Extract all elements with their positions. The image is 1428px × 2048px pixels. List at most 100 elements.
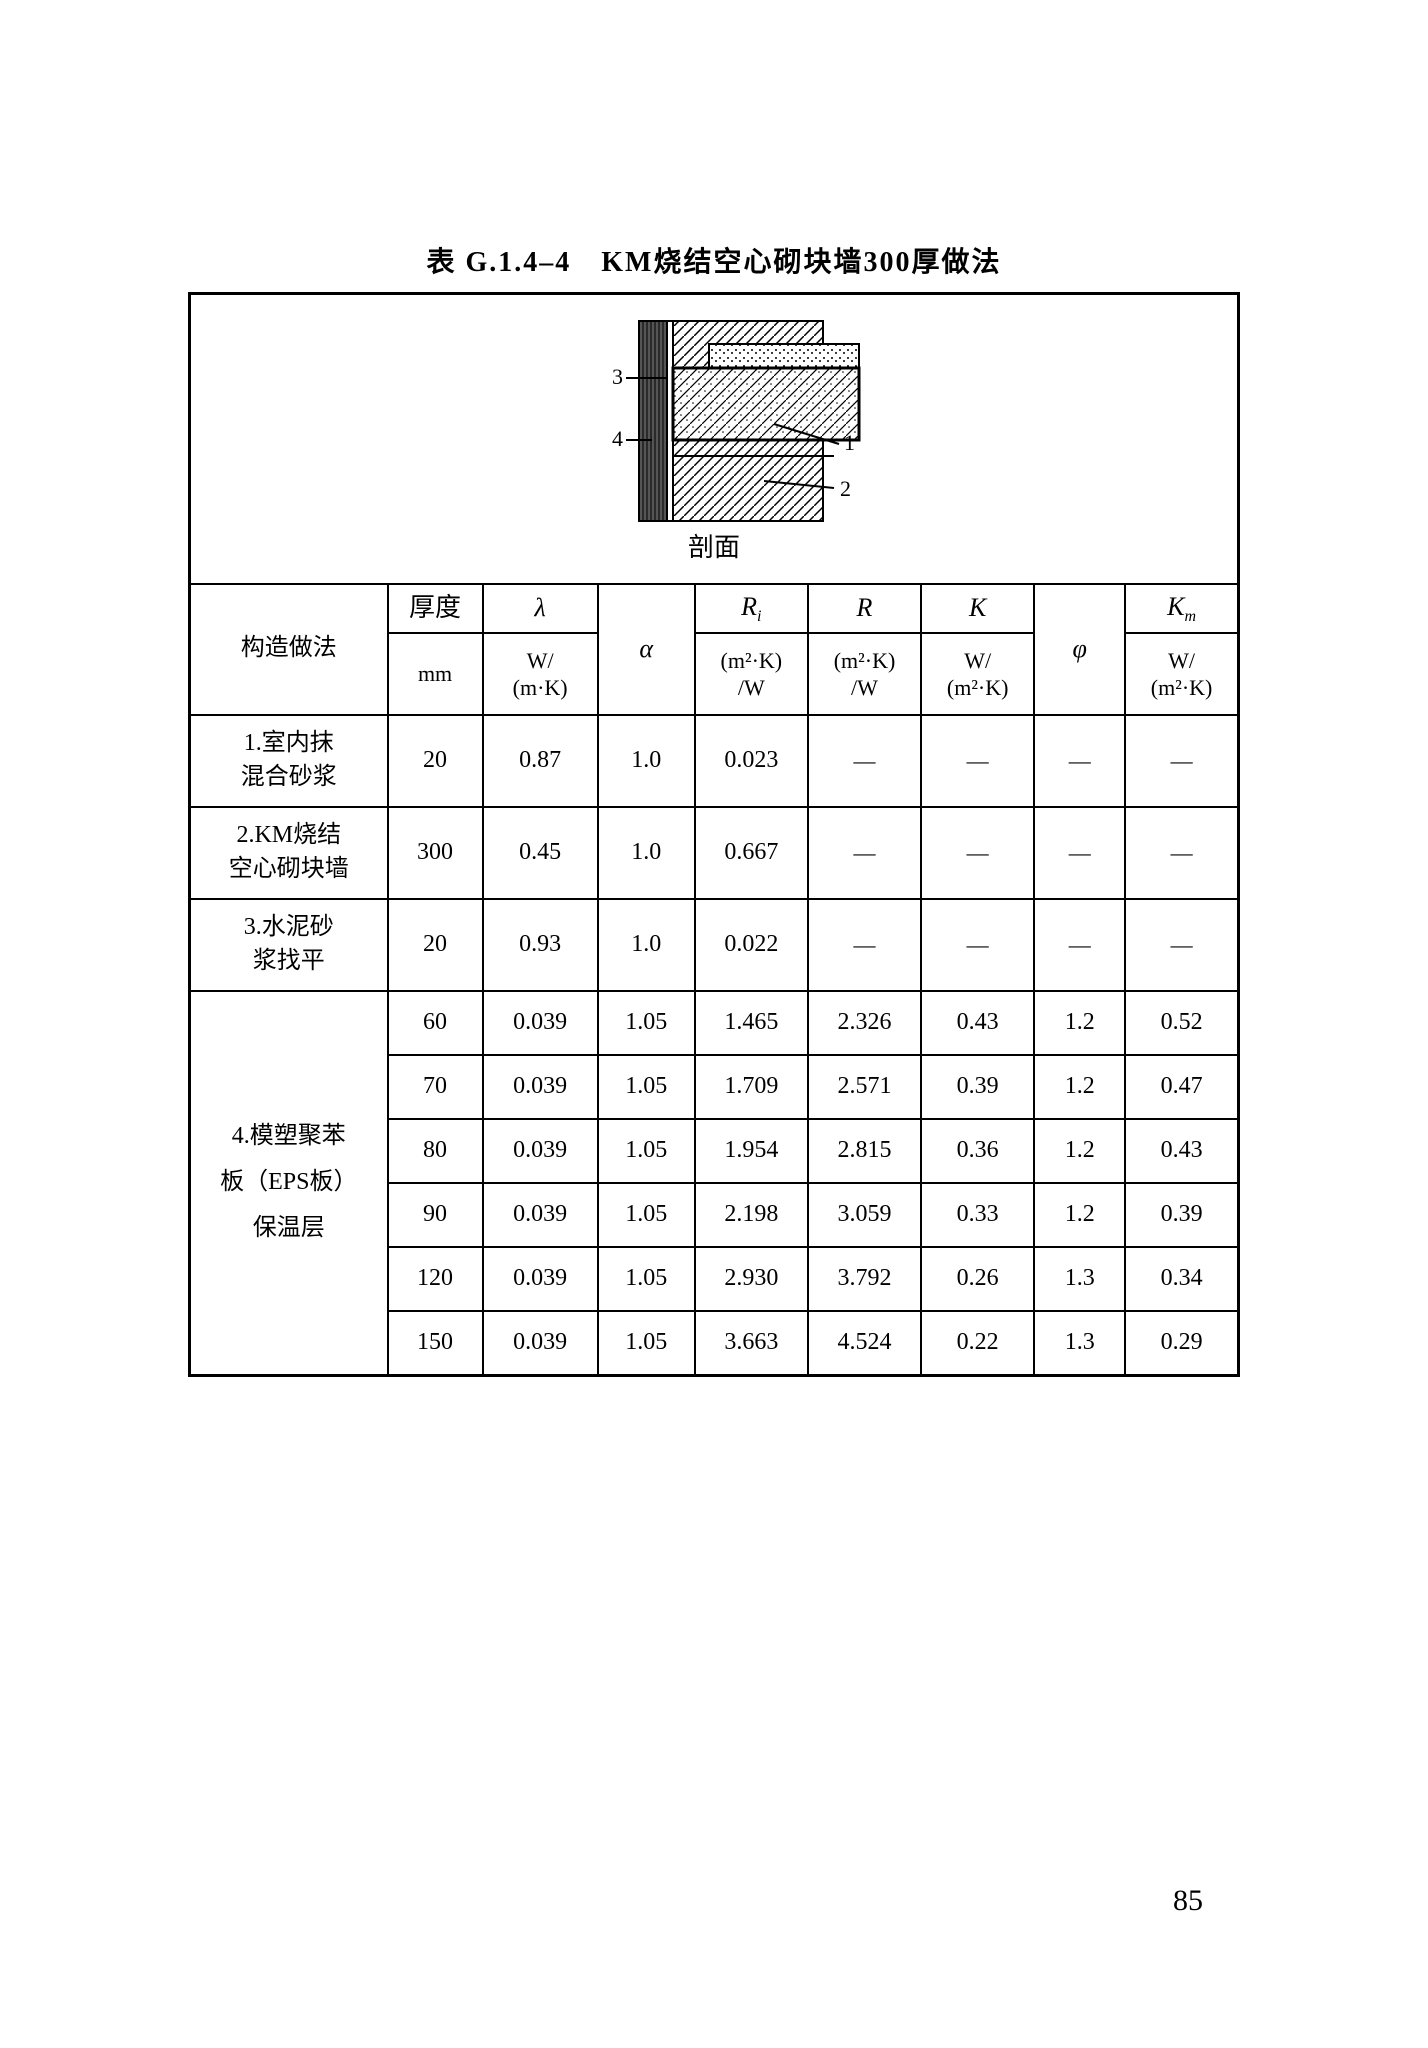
cell-lambda: 0.039 [483,1247,598,1311]
cell-t: 300 [388,807,483,899]
cell-alpha: 1.05 [598,1247,695,1311]
section-diagram-icon: 3 4 1 2 [534,316,894,526]
header-alpha-sym: α [598,584,695,716]
cell-alpha: 1.05 [598,1055,695,1119]
row-name-group4: 4.模塑聚苯 板（EPS板） 保温层 [190,991,388,1375]
cell-r: 2.326 [808,991,921,1055]
cell-lambda: 0.87 [483,715,598,807]
header-lambda-sym: λ [483,584,598,634]
cell-k: 0.36 [921,1119,1034,1183]
cell-r: 2.815 [808,1119,921,1183]
cell-r: 2.571 [808,1055,921,1119]
cell-phi: 1.2 [1034,1119,1125,1183]
header-km-sym: Km [1125,584,1238,634]
cell-lambda: 0.039 [483,991,598,1055]
diagram-label-1: 1 [844,430,855,455]
cell-t: 60 [388,991,483,1055]
header-thickness-sym: 厚度 [388,584,483,634]
cell-ri: 3.663 [695,1311,808,1375]
header-ri-unit: (m²·K)/W [695,633,808,715]
cell-t: 80 [388,1119,483,1183]
table-row: 1.室内抹混合砂浆 20 0.87 1.0 0.023 — — — — [190,715,1239,807]
diagram-label-2: 2 [840,476,851,501]
cell-phi: 1.3 [1034,1311,1125,1375]
cell-km: 0.47 [1125,1055,1238,1119]
cell-lambda: 0.039 [483,1055,598,1119]
cell-phi: — [1034,807,1125,899]
header-construction: 构造做法 [190,584,388,716]
cell-alpha: 1.05 [598,1119,695,1183]
header-r-sym: R [808,584,921,634]
cell-alpha: 1.0 [598,899,695,991]
table-row: 2.KM烧结空心砌块墙 300 0.45 1.0 0.667 — — — — [190,807,1239,899]
row-name: 3.水泥砂浆找平 [190,899,388,991]
cell-lambda: 0.039 [483,1183,598,1247]
cell-ri: 0.022 [695,899,808,991]
cell-t: 20 [388,715,483,807]
header-thickness-unit: mm [388,633,483,715]
cell-phi: 1.2 [1034,991,1125,1055]
cell-km: 0.29 [1125,1311,1238,1375]
header-lambda-unit: W/(m·K) [483,633,598,715]
cell-phi: — [1034,899,1125,991]
cell-phi: — [1034,715,1125,807]
table-row: 3.水泥砂浆找平 20 0.93 1.0 0.022 — — — — [190,899,1239,991]
cell-k: 0.33 [921,1183,1034,1247]
cell-t: 70 [388,1055,483,1119]
cell-phi: 1.2 [1034,1183,1125,1247]
cell-alpha: 1.05 [598,1311,695,1375]
cell-lambda: 0.45 [483,807,598,899]
row-name: 2.KM烧结空心砌块墙 [190,807,388,899]
cell-t: 150 [388,1311,483,1375]
cell-t: 20 [388,899,483,991]
diagram-caption: 剖面 [688,530,740,566]
cell-alpha: 1.0 [598,715,695,807]
cell-r: — [808,715,921,807]
cell-k: — [921,715,1034,807]
cell-km: 0.43 [1125,1119,1238,1183]
header-r-unit: (m²·K)/W [808,633,921,715]
cell-km: 0.34 [1125,1247,1238,1311]
cell-k: 0.39 [921,1055,1034,1119]
cell-lambda: 0.039 [483,1311,598,1375]
cell-r: 3.792 [808,1247,921,1311]
cell-km: — [1125,899,1238,991]
cell-r: 4.524 [808,1311,921,1375]
page-number: 85 [1173,1884,1203,1918]
cell-alpha: 1.05 [598,991,695,1055]
header-ri-sym: Ri [695,584,808,634]
cell-km: 0.39 [1125,1183,1238,1247]
cell-k: 0.43 [921,991,1034,1055]
diagram-cell: 3 4 1 2 剖面 [190,294,1239,584]
cell-ri: 1.954 [695,1119,808,1183]
row-name: 1.室内抹混合砂浆 [190,715,388,807]
cell-lambda: 0.93 [483,899,598,991]
cell-t: 90 [388,1183,483,1247]
cell-t: 120 [388,1247,483,1311]
cell-ri: 0.667 [695,807,808,899]
header-k-sym: K [921,584,1034,634]
cell-ri: 2.930 [695,1247,808,1311]
cell-alpha: 1.0 [598,807,695,899]
cell-km: — [1125,807,1238,899]
cell-r: 3.059 [808,1183,921,1247]
diagram-label-4: 4 [612,426,623,451]
header-phi-sym: φ [1034,584,1125,716]
cell-ri: 1.709 [695,1055,808,1119]
cell-km: — [1125,715,1238,807]
cell-ri: 1.465 [695,991,808,1055]
diagram-label-3: 3 [612,364,623,389]
cell-ri: 0.023 [695,715,808,807]
main-table: 3 4 1 2 剖面 构造做法 厚度 λ α [188,292,1240,1377]
table-row: 4.模塑聚苯 板（EPS板） 保温层 60 0.039 1.05 1.465 2… [190,991,1239,1055]
header-k-unit: W/(m²·K) [921,633,1034,715]
cell-k: — [921,807,1034,899]
header-km-unit: W/(m²·K) [1125,633,1238,715]
cell-k: 0.22 [921,1311,1034,1375]
cell-lambda: 0.039 [483,1119,598,1183]
cell-ri: 2.198 [695,1183,808,1247]
cell-k: — [921,899,1034,991]
table-title: 表 G.1.4–4 KM烧结空心砌块墙300厚做法 [188,240,1240,280]
cell-phi: 1.2 [1034,1055,1125,1119]
cell-r: — [808,899,921,991]
